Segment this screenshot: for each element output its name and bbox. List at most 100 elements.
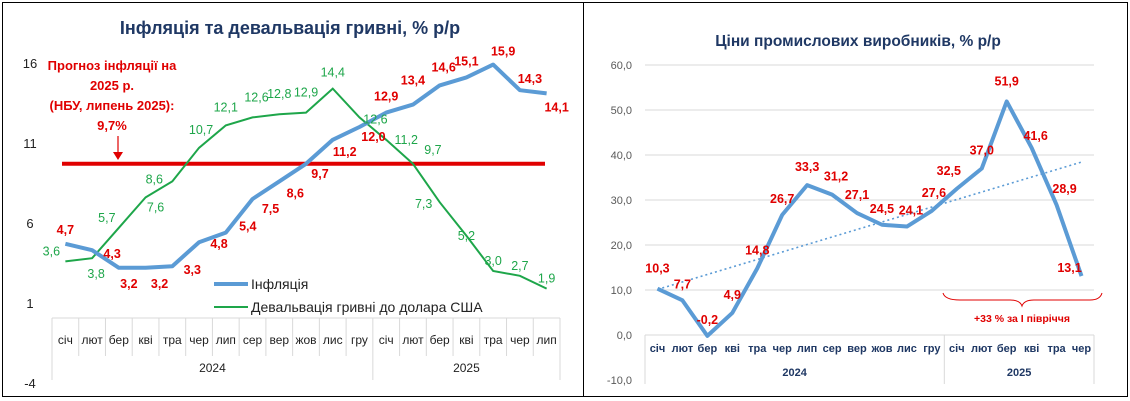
devaluation-data-label: 10,7	[189, 123, 213, 137]
year-label: 2024	[199, 361, 226, 375]
devaluation-data-label: 5,2	[458, 229, 475, 243]
ppi-data-label: 51,9	[995, 74, 1019, 88]
x-tick-label: лют	[971, 343, 993, 355]
y-tick-label: 6	[26, 216, 33, 231]
x-tick-label: січ	[949, 343, 965, 355]
ppi-data-label: 13,1	[1057, 261, 1081, 275]
forecast-annotation: 2025 р.	[90, 78, 134, 93]
devaluation-data-label: 1,9	[538, 272, 555, 286]
y-tick-label: 16	[23, 56, 37, 71]
devaluation-data-label: 3,8	[87, 267, 104, 281]
devaluation-data-label: 11,2	[395, 133, 418, 147]
y-tick-label: 10,0	[611, 285, 632, 297]
x-tick-label: січ	[379, 333, 394, 347]
inflation-data-label: 3,3	[184, 263, 201, 277]
x-tick-label: кві	[725, 343, 740, 355]
ppi-data-label: 27,1	[845, 188, 869, 202]
devaluation-data-label: 12,9	[294, 86, 318, 100]
devaluation-data-label: 12,6	[363, 112, 387, 126]
x-tick-label: бер	[997, 343, 1017, 355]
x-tick-label: лис	[323, 333, 343, 347]
ppi-data-label: 24,1	[899, 204, 923, 218]
y-tick-label: 0,0	[617, 330, 632, 342]
inflation-data-label: 12,9	[374, 90, 398, 104]
inflation-data-label: 13,4	[401, 74, 425, 88]
y-tick-label: 40,0	[611, 150, 632, 162]
y-tick-label: 1	[26, 296, 33, 311]
ppi-data-label: 32,5	[937, 164, 961, 178]
ppi-data-label: 33,3	[795, 160, 819, 174]
ppi-data-label: 10,3	[645, 262, 669, 276]
year-label: 2024	[782, 367, 807, 379]
x-tick-label: січ	[58, 333, 73, 347]
inflation-data-label: 4,7	[57, 223, 74, 237]
legend-devaluation-label: Девальвація гривні до долара США	[251, 299, 483, 315]
x-tick-label: гру	[351, 333, 368, 347]
year-label: 2025	[453, 361, 480, 375]
devaluation-data-label: 8,6	[146, 172, 163, 186]
y-tick-label: 20,0	[611, 240, 632, 252]
x-tick-label: тра	[484, 333, 503, 347]
x-tick-label: лип	[797, 343, 817, 355]
inflation-data-label: 11,2	[333, 145, 357, 159]
inflation-data-label: 8,6	[287, 186, 304, 200]
devaluation-data-label: 12,6	[244, 90, 268, 104]
devaluation-data-label: 14,4	[321, 66, 345, 80]
x-tick-label: чер	[1072, 343, 1092, 355]
ppi-data-label: 7,7	[674, 277, 691, 291]
x-tick-label: кві	[1024, 343, 1039, 355]
legend-inflation-label: Інфляція	[251, 276, 308, 292]
x-tick-label: чер	[510, 333, 530, 347]
inflation-data-label: 14,1	[544, 100, 568, 114]
x-tick-label: січ	[650, 343, 666, 355]
devaluation-data-label: 7,3	[415, 197, 432, 211]
devaluation-data-label: 9,7	[424, 143, 441, 157]
half-year-annotation: +33 % за I півріччя	[974, 313, 1070, 325]
ppi-data-label: 37,0	[970, 144, 994, 158]
devaluation-data-label: 12,1	[214, 100, 238, 114]
x-tick-label: чер	[189, 333, 209, 347]
x-tick-label: бер	[430, 333, 450, 347]
x-tick-label: сер	[243, 333, 263, 347]
ppi-data-label: 24,5	[870, 202, 894, 216]
producer-prices-line	[656, 99, 1084, 338]
forecast-arrow-head	[113, 152, 123, 160]
x-tick-label: лип	[216, 333, 236, 347]
inflation-data-label: 15,1	[454, 54, 478, 68]
y-tick-label: 11	[23, 136, 37, 151]
chart1-title: Інфляція та девальвація гривні, % р/р	[120, 18, 460, 38]
inflation-data-label: 5,4	[239, 220, 256, 234]
inflation-data-label: 9,7	[311, 167, 328, 181]
x-tick-label: вер	[847, 343, 867, 355]
x-tick-label: лют	[402, 333, 424, 347]
inflation-data-label: 4,3	[103, 247, 120, 261]
y-tick-label: 30,0	[611, 195, 632, 207]
ppi-data-label: 4,9	[724, 288, 741, 302]
forecast-annotation: Прогноз інфляції на	[48, 58, 177, 73]
y-tick-label: 50,0	[611, 105, 632, 117]
x-tick-label: чер	[773, 343, 793, 355]
y-tick-label: -4	[24, 376, 36, 391]
x-tick-label: тра	[748, 343, 767, 355]
x-tick-label: лют	[672, 343, 694, 355]
x-tick-label: сер	[823, 343, 842, 355]
x-tick-label: жов	[870, 343, 892, 355]
devaluation-line	[65, 87, 548, 290]
ppi-data-label: 41,6	[1023, 129, 1047, 143]
inflation-line	[64, 62, 547, 270]
devaluation-data-label: 2,7	[511, 259, 528, 273]
forecast-annotation: (НБУ, липень 2025):	[50, 98, 175, 113]
devaluation-data-label: 12,8	[267, 87, 291, 101]
ppi-data-label: 14,8	[745, 243, 769, 257]
ppi-data-label: 31,2	[824, 170, 848, 184]
devaluation-data-label: 3,6	[43, 244, 60, 258]
trendline	[657, 161, 1082, 291]
x-tick-label: гру	[923, 343, 941, 355]
devaluation-data-label: 3,0	[484, 254, 501, 268]
x-tick-label: лис	[897, 343, 917, 355]
devaluation-data-label: 7,6	[147, 200, 164, 214]
devaluation-data-label: 5,7	[98, 211, 115, 225]
year-label: 2025	[1007, 367, 1031, 379]
inflation-data-label: 3,2	[120, 277, 137, 291]
